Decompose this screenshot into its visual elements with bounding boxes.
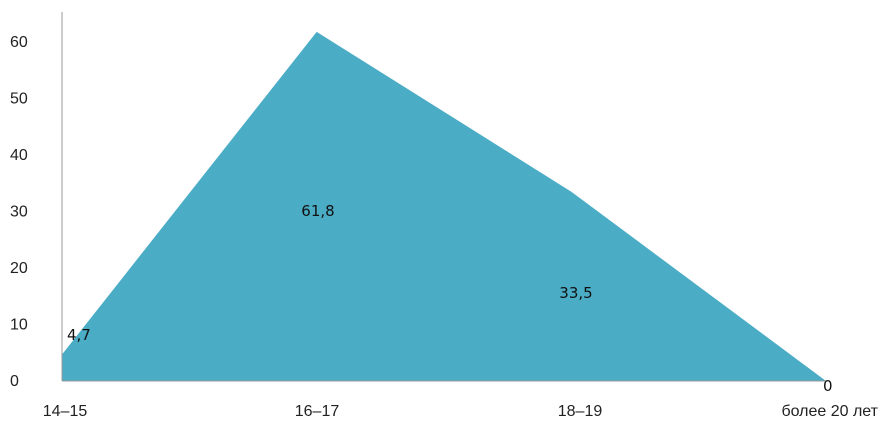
y-tick-label: 20: [10, 260, 28, 277]
x-tick-labels: 14–15 16–17 18–19 более 20 лет: [43, 403, 879, 420]
x-tick-label: 18–19: [558, 403, 603, 420]
data-label: 61,8: [301, 202, 334, 220]
data-labels: 4,7 61,8 33,5 0: [67, 202, 833, 395]
x-tick-label: 16–17: [295, 403, 340, 420]
y-tick-label: 30: [10, 204, 28, 221]
axis-layer: [61, 12, 826, 382]
x-tick-label: более 20 лет: [781, 403, 878, 420]
data-label: 33,5: [559, 284, 592, 302]
y-tick-label: 0: [10, 373, 19, 390]
y-tick-label: 50: [10, 91, 28, 108]
x-tick-label: 14–15: [43, 403, 88, 420]
data-label: 0: [823, 377, 833, 395]
y-tick-label: 40: [10, 147, 28, 164]
area-layer: [62, 31, 826, 382]
data-label: 4,7: [67, 326, 91, 344]
y-tick-labels: 0 10 20 30 40 50 60: [10, 34, 28, 390]
area-series-fill: [62, 31, 826, 382]
y-tick-label: 10: [10, 317, 28, 334]
y-tick-label: 60: [10, 34, 28, 51]
